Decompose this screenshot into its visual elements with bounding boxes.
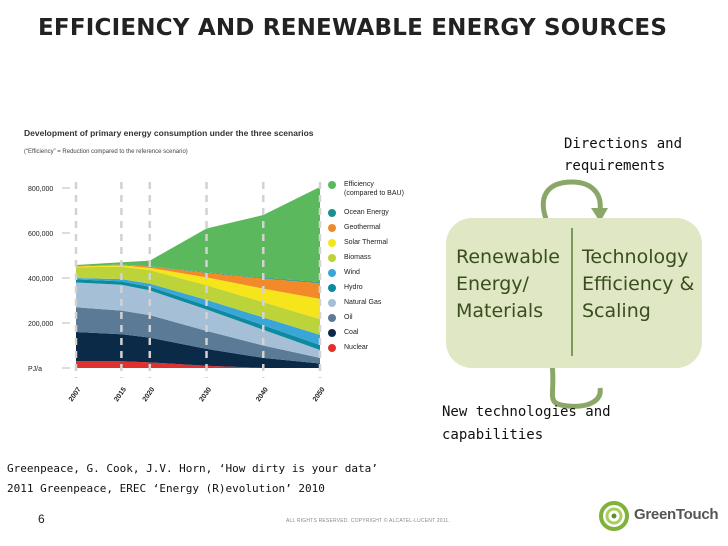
legend-label: Efficiency (compared to BAU) [344, 181, 404, 197]
y-tick-label: 400,000 [28, 276, 53, 283]
legend-item: Biomass [328, 253, 438, 268]
legend-label: Oil [344, 314, 353, 321]
chart-subtitle: (“Efficiency” = Reduction compared to th… [24, 149, 188, 155]
box-right-label: Technology Efficiency & Scaling [582, 246, 695, 322]
renewable-diagram: Directions and requirements Renewable En… [440, 130, 728, 450]
legend-item: Coal [328, 328, 438, 343]
x-tick-label: 2015 [113, 386, 128, 403]
legend-label: Biomass [344, 254, 371, 261]
legend-swatch [328, 209, 336, 217]
legend-item: Geothermal [328, 223, 438, 238]
x-tick-label: 2020 [142, 386, 157, 403]
citation-line-1: Greenpeace, G. Cook, J.V. Horn, ‘How dir… [7, 462, 378, 475]
legend-swatch [328, 224, 336, 232]
legend-swatch [328, 329, 336, 337]
legend-label: Hydro [344, 284, 363, 291]
legend-swatch [328, 344, 336, 352]
legend-label: Nuclear [344, 344, 369, 351]
legend-item: Wind [328, 268, 438, 283]
legend-label: Wind [344, 269, 360, 276]
legend-item: Ocean Energy [328, 208, 438, 223]
copyright-text: ALL RIGHTS RESERVED. COPYRIGHT © ALCATEL… [286, 518, 450, 524]
y-tick-label: 200,000 [28, 321, 53, 328]
legend-label: Solar Thermal [344, 239, 388, 246]
legend-swatch [328, 314, 336, 322]
legend-swatch [328, 284, 336, 292]
legend-label: Ocean Energy [344, 209, 389, 216]
legend-item: Natural Gas [328, 298, 438, 313]
legend-swatch [328, 299, 336, 307]
x-tick-label: 2050 [312, 386, 327, 403]
page-number: 6 [38, 512, 45, 526]
x-tick-label: 2040 [255, 386, 270, 403]
directions-label: Directions and requirements [564, 136, 683, 174]
area-efficiency [76, 186, 320, 283]
area-biomass [76, 266, 320, 335]
swirl-icon [599, 501, 629, 531]
legend-item: Solar Thermal [328, 238, 438, 253]
legend-label: Natural Gas [344, 299, 382, 306]
top-arrow [540, 179, 603, 225]
area-coal [76, 332, 320, 368]
legend-item: Efficiency (compared to BAU) [328, 180, 438, 208]
legend-item: Nuclear [328, 343, 438, 358]
citation-line-2: 2011 Greenpeace, EREC ‘Energy (R)evoluti… [7, 482, 325, 495]
greentouch-logo: GreenTouch [598, 500, 719, 532]
y-tick-label: 600,000 [28, 231, 53, 238]
logo-text: GreenTouch [634, 506, 719, 523]
new-tech-label: New technologies and capabilities [442, 404, 611, 443]
renewable-box: Renewable Energy/ Materials Technology E… [446, 218, 702, 368]
chart-title: Development of primary energy consumptio… [24, 128, 314, 138]
citation: Greenpeace, G. Cook, J.V. Horn, ‘How dir… [7, 459, 427, 499]
legend-swatch [328, 181, 336, 189]
area-oil [76, 307, 320, 364]
area-nuclear [76, 361, 320, 368]
legend-swatch [328, 269, 336, 277]
box-divider [571, 228, 573, 356]
legend-label: Geothermal [344, 224, 381, 231]
legend-item: Hydro [328, 283, 438, 298]
area-solar-thermal [76, 265, 320, 320]
legend-label: Coal [344, 329, 359, 336]
x-tick-label: 2007 [68, 386, 83, 403]
y-tick-label: 800,000 [28, 186, 53, 193]
area-geothermal [76, 264, 320, 299]
legend-item: Oil [328, 313, 438, 328]
y-tick-label: PJ/a [28, 366, 42, 373]
legend-swatch [328, 254, 336, 262]
legend-swatch [328, 239, 336, 247]
chart-legend: Efficiency (compared to BAU) Ocean Energy… [328, 180, 438, 358]
x-tick-label: 2030 [198, 386, 213, 403]
bottom-arrow [549, 363, 603, 409]
slide-title: EFFICIENCY AND RENEWABLE ENERGY SOURCES [38, 15, 668, 41]
energy-chart: PJ/a 200,000 400,000 600,000 800,000 2007 2015… [28, 182, 327, 403]
area-natural-gas [76, 282, 320, 358]
top-arrowhead [591, 208, 608, 222]
box-left-label: Renewable Energy/ Materials [456, 246, 560, 322]
